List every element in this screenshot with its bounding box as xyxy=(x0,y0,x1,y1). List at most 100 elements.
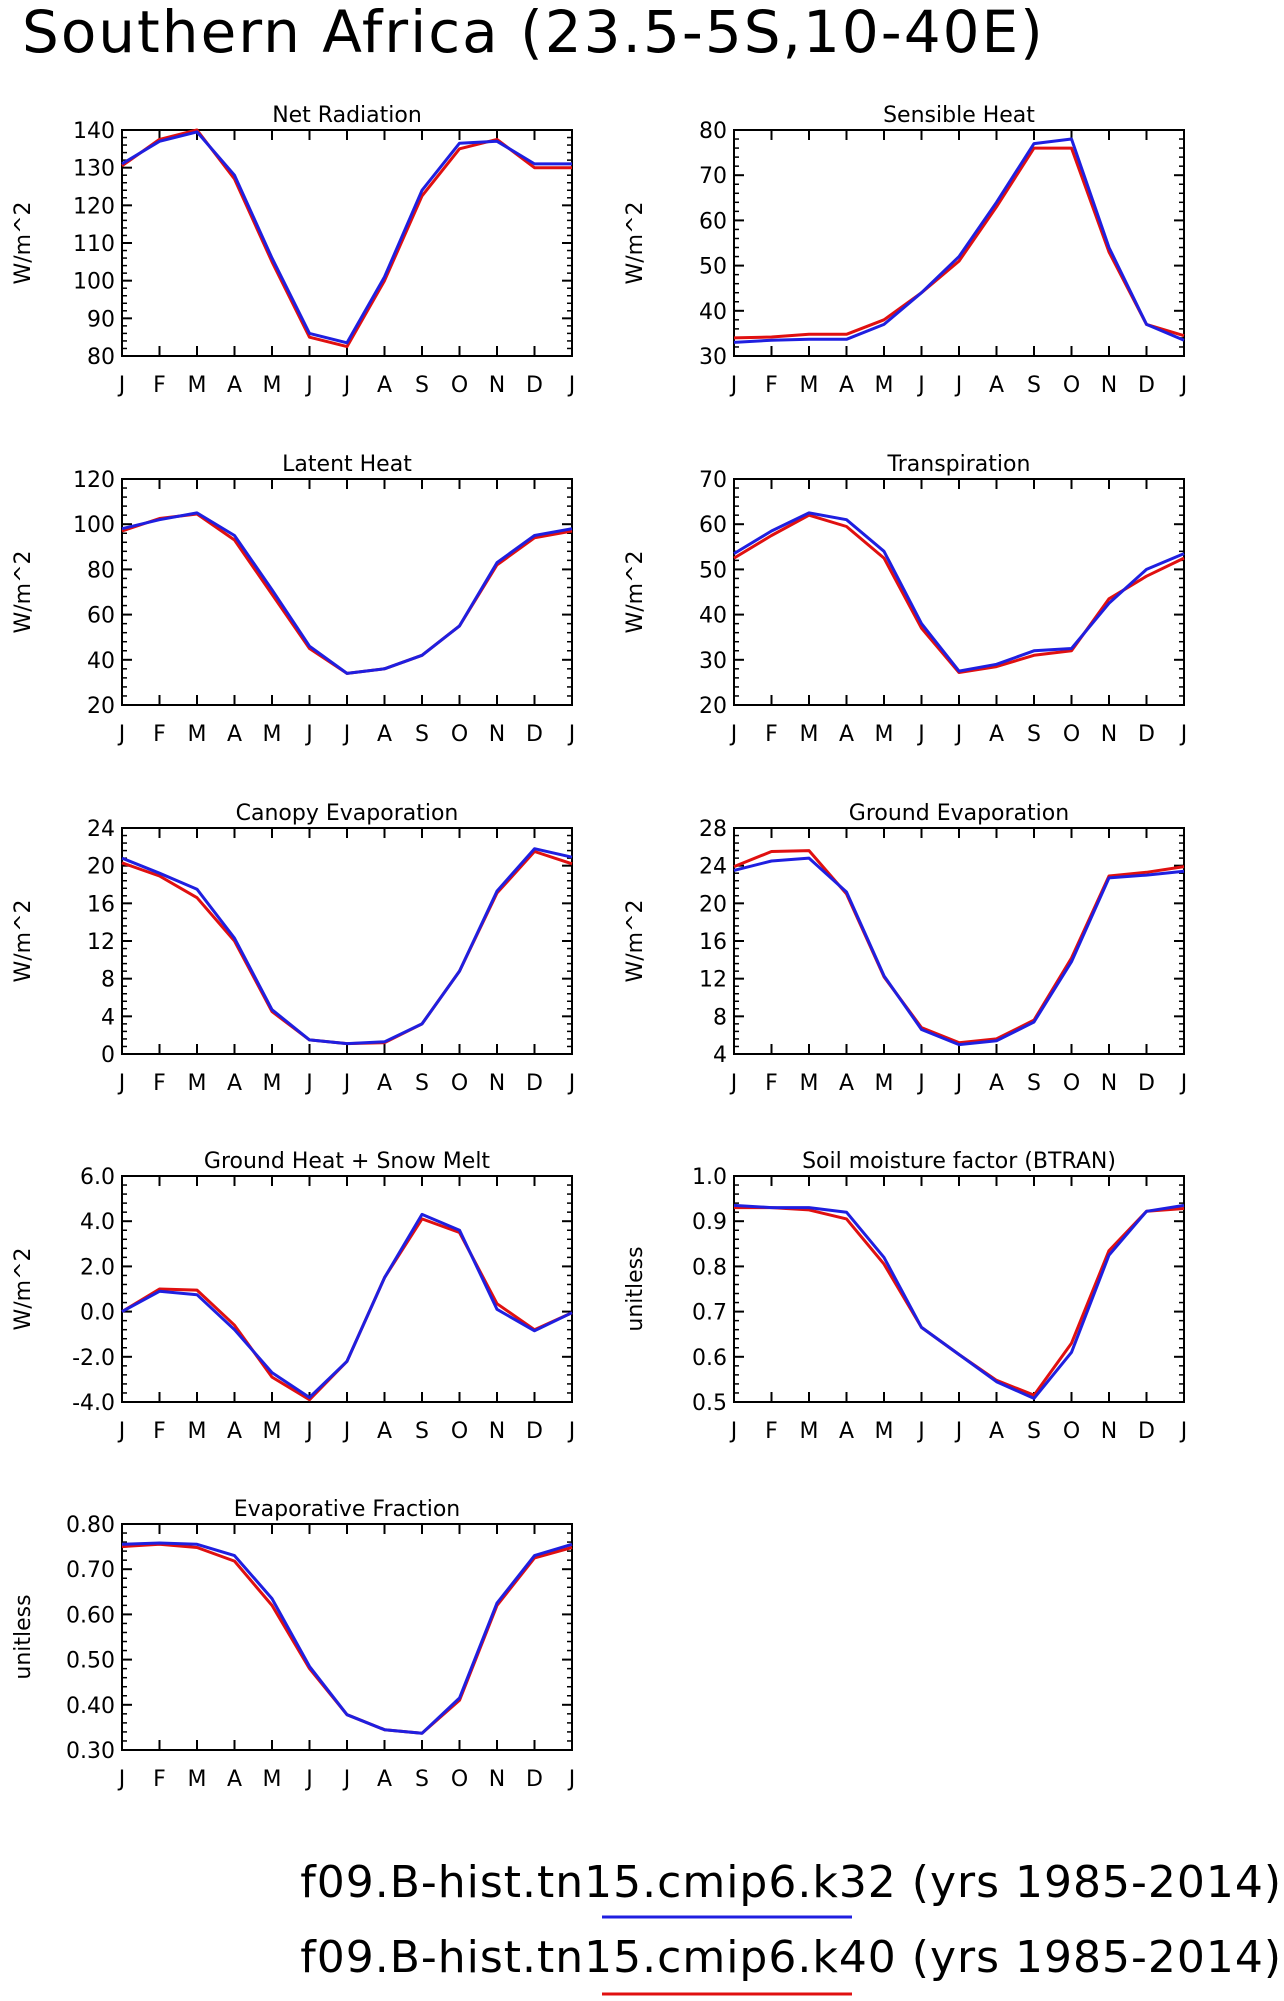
y-tick-label: 100 xyxy=(73,270,115,295)
x-tick-label: A xyxy=(989,722,1004,747)
y-axis-label: unitless xyxy=(11,1594,36,1679)
y-tick-label: 8 xyxy=(713,1005,727,1030)
x-tick-label: A xyxy=(377,1767,392,1792)
x-tick-label: A xyxy=(377,1071,392,1096)
y-tick-label: 60 xyxy=(699,209,727,234)
x-tick-label: J xyxy=(1179,1419,1188,1444)
x-tick-label: S xyxy=(415,373,429,398)
series-line-f09-b-hist-tn15-cmip6-k32 xyxy=(121,511,573,675)
x-tick-label: A xyxy=(839,1071,854,1096)
x-tick-label: J xyxy=(117,1767,126,1792)
y-tick-label: 12 xyxy=(699,968,727,993)
x-tick-label: A xyxy=(227,373,242,398)
y-tick-label: 0.70 xyxy=(66,1558,115,1583)
y-axis-label: W/m^2 xyxy=(623,201,648,284)
x-tick-label: M xyxy=(875,1419,894,1444)
x-tick-label: A xyxy=(227,1767,242,1792)
x-tick-label: J xyxy=(342,1767,351,1792)
x-tick-label: J xyxy=(567,1767,576,1792)
x-tick-label: D xyxy=(526,1419,543,1444)
x-tick-label: N xyxy=(1101,1419,1117,1444)
y-tick-label: 0.9 xyxy=(692,1210,727,1235)
x-tick-label: M xyxy=(188,1767,207,1792)
x-tick-label: S xyxy=(1027,373,1041,398)
x-tick-label: J xyxy=(304,1419,313,1444)
x-tick-label: J xyxy=(567,1071,576,1096)
chart-title: Net Radiation xyxy=(272,103,422,128)
x-tick-label: J xyxy=(916,373,925,398)
y-tick-label: 120 xyxy=(73,194,115,219)
x-tick-label: N xyxy=(1101,373,1117,398)
x-tick-label: J xyxy=(342,1071,351,1096)
y-axis-label: W/m^2 xyxy=(11,1247,36,1330)
x-tick-label: A xyxy=(989,1419,1004,1444)
x-tick-label: M xyxy=(875,1071,894,1096)
y-tick-label: 0.40 xyxy=(66,1694,115,1719)
series-line-f09-b-hist-tn15-cmip6-k32 xyxy=(733,137,1185,344)
x-tick-label: A xyxy=(227,722,242,747)
x-tick-label: S xyxy=(415,722,429,747)
x-tick-label: J xyxy=(1179,1071,1188,1096)
series-line-f09-b-hist-tn15-cmip6-k40 xyxy=(121,850,573,1046)
y-tick-label: 70 xyxy=(699,468,727,493)
x-tick-label: N xyxy=(1101,1071,1117,1096)
x-tick-label: M xyxy=(263,722,282,747)
y-tick-label: 4 xyxy=(713,1043,727,1068)
x-tick-label: O xyxy=(451,1071,468,1096)
y-tick-label: 20 xyxy=(87,694,115,719)
x-tick-label: F xyxy=(765,1419,778,1444)
chart-title: Ground Heat + Snow Melt xyxy=(204,1149,491,1174)
x-tick-label: S xyxy=(1027,1419,1041,1444)
series-line-f09-b-hist-tn15-cmip6-k40 xyxy=(733,849,1185,1045)
y-tick-label: 12 xyxy=(87,930,115,955)
x-tick-label: J xyxy=(567,722,576,747)
x-tick-label: M xyxy=(800,1071,819,1096)
x-tick-label: J xyxy=(954,1419,963,1444)
x-tick-label: D xyxy=(1138,1071,1155,1096)
x-tick-label: M xyxy=(188,373,207,398)
y-axis-label: W/m^2 xyxy=(11,550,36,633)
y-tick-label: 30 xyxy=(699,345,727,370)
y-tick-label: 20 xyxy=(699,694,727,719)
x-tick-label: F xyxy=(765,1071,778,1096)
x-tick-label: M xyxy=(800,1419,819,1444)
x-tick-label: F xyxy=(153,1071,166,1096)
y-tick-label: 0.60 xyxy=(66,1603,115,1628)
y-tick-label: 0.5 xyxy=(692,1391,727,1416)
y-tick-label: 20 xyxy=(699,892,727,917)
x-tick-label: S xyxy=(415,1767,429,1792)
x-tick-label: N xyxy=(489,1071,505,1096)
x-tick-label: J xyxy=(117,1071,126,1096)
chart-evaporative-fraction: 0.300.400.500.600.700.80J F M A M J J A S O N D JEva… xyxy=(11,1497,575,1792)
x-tick-label: J xyxy=(729,1419,738,1444)
y-tick-label: 120 xyxy=(73,468,115,493)
y-tick-label: 0.7 xyxy=(692,1301,727,1326)
series-line-f09-b-hist-tn15-cmip6-k32 xyxy=(733,856,1185,1047)
x-tick-label: J xyxy=(916,722,925,747)
y-tick-label: 24 xyxy=(699,855,727,880)
y-tick-label: 4.0 xyxy=(80,1210,115,1235)
x-tick-label: F xyxy=(765,722,778,747)
x-tick-label: F xyxy=(153,1419,166,1444)
series-line-f09-b-hist-tn15-cmip6-k40 xyxy=(733,146,1185,340)
x-tick-label: O xyxy=(1063,1071,1080,1096)
chart-title: Sensible Heat xyxy=(883,103,1035,128)
legend-label-k32: f09.B-hist.tn15.cmip6.k32 (yrs 1985-2014… xyxy=(300,1857,1282,1908)
series-line-f09-b-hist-tn15-cmip6-k32 xyxy=(121,1541,573,1735)
x-tick-label: M xyxy=(263,1419,282,1444)
y-tick-label: 8 xyxy=(101,968,115,993)
x-tick-label: J xyxy=(304,722,313,747)
y-tick-label: 60 xyxy=(699,513,727,538)
y-axis-label: W/m^2 xyxy=(623,550,648,633)
y-tick-label: 70 xyxy=(699,164,727,189)
y-tick-label: 0.50 xyxy=(66,1649,115,1674)
x-tick-label: D xyxy=(1138,722,1155,747)
x-tick-label: S xyxy=(1027,1071,1041,1096)
y-tick-label: 80 xyxy=(87,558,115,583)
series-line-f09-b-hist-tn15-cmip6-k40 xyxy=(733,513,1185,674)
x-tick-label: A xyxy=(839,722,854,747)
y-tick-label: 28 xyxy=(699,817,727,842)
